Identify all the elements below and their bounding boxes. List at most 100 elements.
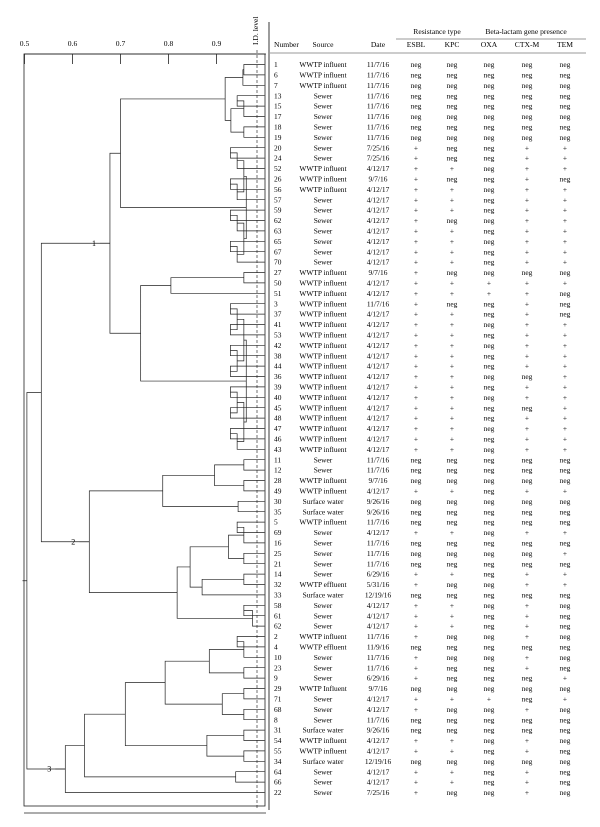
isolate-number: 70 xyxy=(274,258,282,267)
isolate-number: 5 xyxy=(274,518,278,527)
ctx-m-value: + xyxy=(525,185,529,194)
isolate-date: 9/26/16 xyxy=(367,507,390,516)
isolate-source: WWTP influent xyxy=(299,299,347,308)
oxa-value: neg xyxy=(484,320,495,329)
kpc-value: + xyxy=(450,393,454,402)
table-row: 5 WWTP influent 11/7/16 neg neg neg neg neg xyxy=(274,518,571,527)
kpc-value: neg xyxy=(447,133,458,142)
table-row: 69 Sewer 4/12/17 + + neg + + xyxy=(274,528,567,537)
tem-value: neg xyxy=(560,632,571,641)
tem-value: + xyxy=(563,154,567,163)
isolate-source: WWTP influent xyxy=(299,393,347,402)
isolate-source: Surface water xyxy=(303,757,344,766)
table-header: Resistance type Beta-lactam gene presenc… xyxy=(274,27,573,49)
esbl-value: + xyxy=(414,403,418,412)
esbl-value: + xyxy=(414,175,418,184)
esbl-value: + xyxy=(414,227,418,236)
table-row: 38 WWTP influent 4/12/17 + + neg + + xyxy=(274,351,567,360)
kpc-value: neg xyxy=(447,715,458,724)
table-row: 11 Sewer 11/7/16 neg neg neg neg neg xyxy=(274,455,571,464)
esbl-value: neg xyxy=(411,455,422,464)
isolate-date: 11/7/16 xyxy=(367,653,390,662)
isolate-date: 12/19/16 xyxy=(365,591,392,600)
ctx-m-value: neg xyxy=(522,81,533,90)
esbl-value: + xyxy=(414,331,418,340)
oxa-value: neg xyxy=(484,507,495,516)
esbl-value: + xyxy=(414,320,418,329)
ctx-m-value: neg xyxy=(522,60,533,69)
oxa-value: neg xyxy=(484,684,495,693)
isolate-source: WWTP influent xyxy=(299,424,347,433)
isolate-date: 11/7/16 xyxy=(367,112,390,121)
isolate-date: 4/12/17 xyxy=(367,747,390,756)
tem-value: neg xyxy=(560,60,571,69)
tem-value: neg xyxy=(560,507,571,516)
kpc-value: neg xyxy=(447,518,458,527)
tem-value: + xyxy=(563,487,567,496)
isolate-source: Sewer xyxy=(314,216,333,225)
tem-value: neg xyxy=(560,591,571,600)
isolate-source: WWTP influent xyxy=(299,175,347,184)
column-ctx-m: CTX-M xyxy=(515,40,540,49)
oxa-value: neg xyxy=(484,383,495,392)
isolate-number: 46 xyxy=(274,435,282,444)
isolate-number: 57 xyxy=(274,195,282,204)
tem-value: + xyxy=(563,341,567,350)
oxa-value: neg xyxy=(484,632,495,641)
table-row: 33 Surface water 12/19/16 neg neg neg neg neg xyxy=(274,591,571,600)
isolate-date: 11/7/16 xyxy=(367,123,390,132)
isolate-source: WWTP influent xyxy=(299,736,347,745)
table-row: 44 WWTP influent 4/12/17 + + neg + + xyxy=(274,362,567,371)
isolate-number: 52 xyxy=(274,164,282,173)
isolate-number: 59 xyxy=(274,206,282,215)
table-row: 29 WWTP Influent 9/7/16 neg neg neg neg neg xyxy=(274,684,571,693)
kpc-value: + xyxy=(450,258,454,267)
table-row: 9 Sewer 6/29/16 + neg neg neg + xyxy=(274,674,567,683)
tem-value: + xyxy=(563,195,567,204)
ctx-m-value: neg xyxy=(522,684,533,693)
isolate-source: Sewer xyxy=(314,705,333,714)
tem-value: + xyxy=(563,206,567,215)
tem-value: neg xyxy=(560,112,571,121)
isolate-source: Sewer xyxy=(314,247,333,256)
tem-value: neg xyxy=(560,310,571,319)
esbl-value: neg xyxy=(411,476,422,485)
isolate-number: 32 xyxy=(274,580,282,589)
tem-value: neg xyxy=(560,455,571,464)
esbl-value: + xyxy=(414,164,418,173)
oxa-value: neg xyxy=(484,497,495,506)
ctx-m-value: + xyxy=(525,528,529,537)
isolate-date: 4/12/17 xyxy=(367,351,390,360)
table-row: 30 Surface water 9/26/16 neg neg neg neg neg xyxy=(274,497,571,506)
table-row: 8 Sewer 11/7/16 neg neg neg neg neg xyxy=(274,715,571,724)
esbl-value: + xyxy=(414,767,418,776)
isolate-date: 11/7/16 xyxy=(367,663,390,672)
kpc-value: + xyxy=(450,362,454,371)
isolate-date: 11/7/16 xyxy=(367,102,390,111)
ctx-m-value: neg xyxy=(522,726,533,735)
isolate-source: Surface water xyxy=(303,507,344,516)
oxa-value: neg xyxy=(484,549,495,558)
isolate-number: 47 xyxy=(274,424,282,433)
tem-value: neg xyxy=(560,81,571,90)
column-tem: TEM xyxy=(557,40,573,49)
table-row: 71 Sewer 4/12/17 + + + neg + xyxy=(274,695,567,704)
oxa-value: neg xyxy=(484,674,495,683)
oxa-value: neg xyxy=(484,227,495,236)
isolate-date: 9/7/16 xyxy=(369,268,388,277)
oxa-value: neg xyxy=(484,351,495,360)
isolate-number: 20 xyxy=(274,143,282,152)
kpc-value: neg xyxy=(447,788,458,797)
tem-value: neg xyxy=(560,299,571,308)
ctx-m-value: + xyxy=(525,445,529,454)
table-row: 27 WWTP influent 9/7/16 + neg neg neg neg xyxy=(274,268,571,277)
table-row: 21 Sewer 11/7/16 neg neg neg neg neg xyxy=(274,559,571,568)
kpc-value: + xyxy=(450,320,454,329)
esbl-value: + xyxy=(414,289,418,298)
oxa-value: neg xyxy=(484,528,495,537)
isolate-number: 33 xyxy=(274,591,282,600)
tem-value: neg xyxy=(560,91,571,100)
tem-value: + xyxy=(563,237,567,246)
oxa-value: neg xyxy=(484,185,495,194)
table-row: 12 Sewer 11/7/16 neg neg neg neg neg xyxy=(274,466,571,475)
